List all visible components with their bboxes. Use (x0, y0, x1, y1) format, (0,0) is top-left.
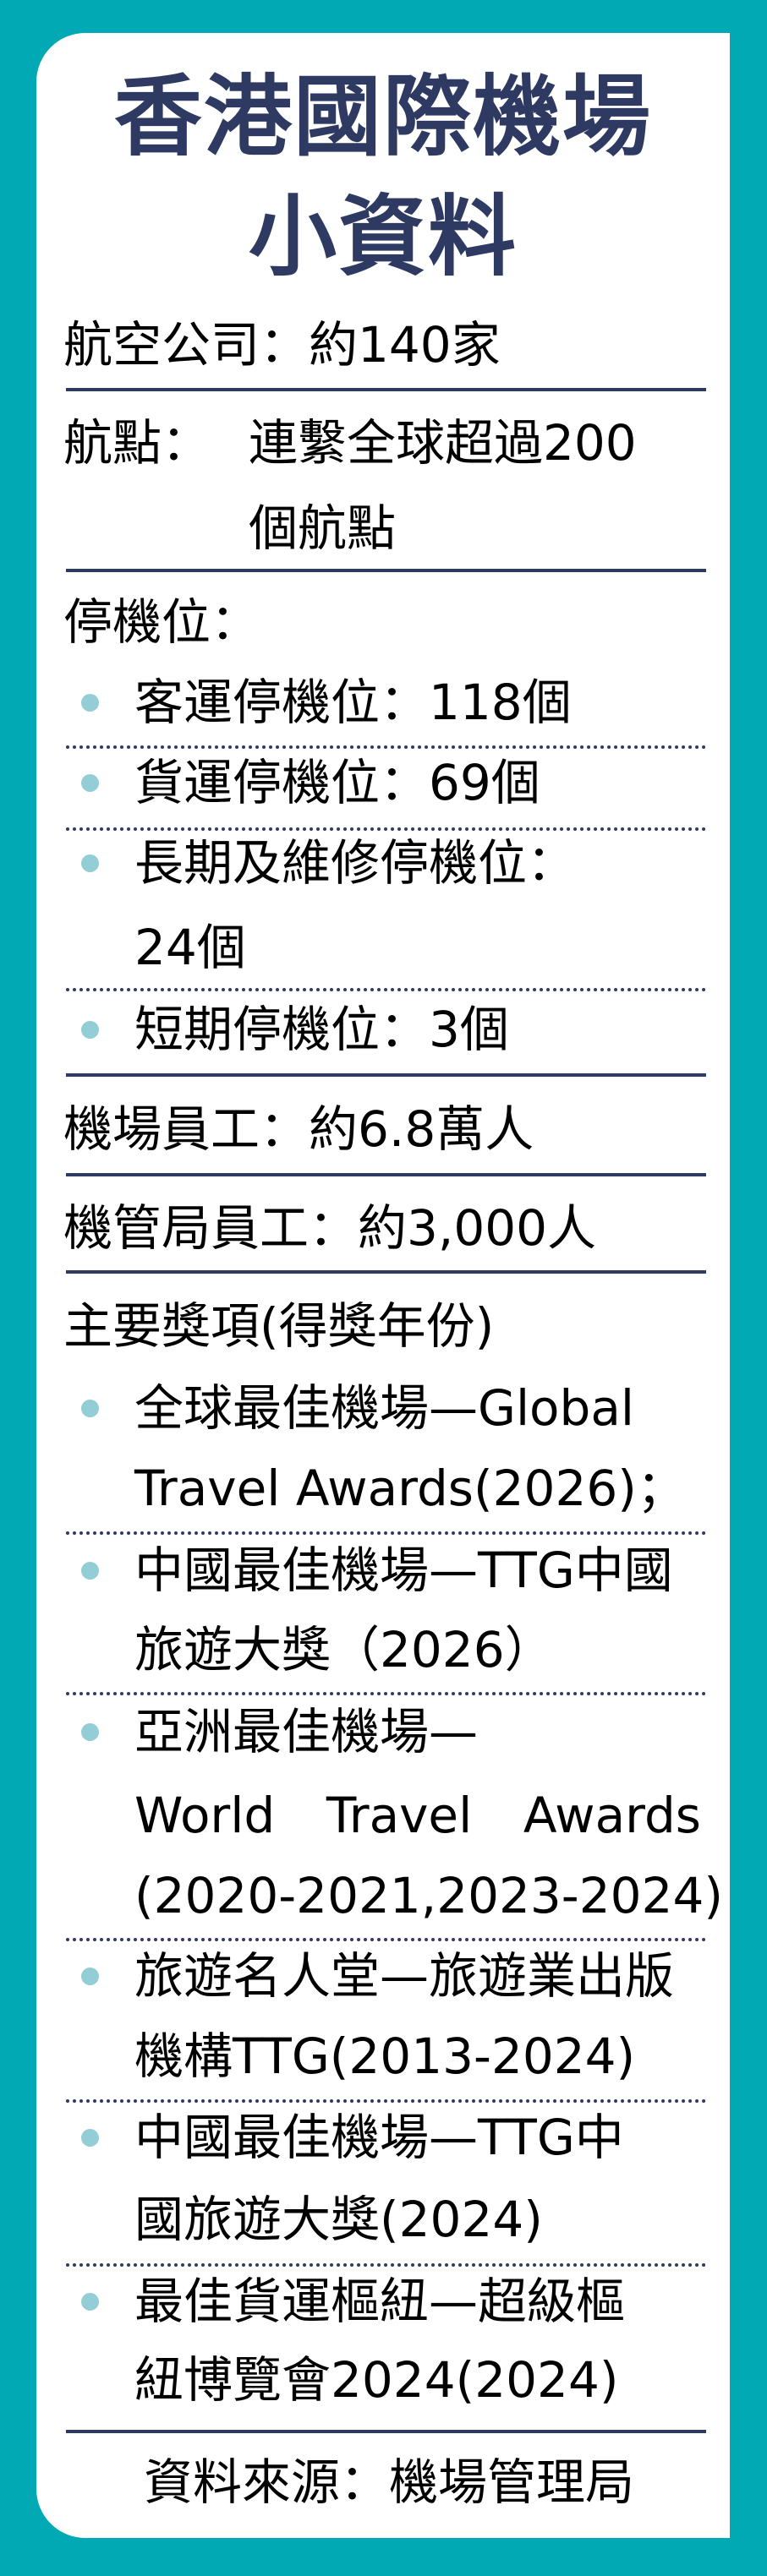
stand-item: 貨運停機位：69個 (134, 754, 540, 811)
bullet-icon (81, 1562, 99, 1580)
airport-staff: 機場員工：約6.8萬人 (63, 1100, 534, 1158)
title-line-1: 香港國際機場 (113, 65, 652, 168)
stand-item-cont: 24個 (134, 919, 246, 976)
dotted-divider (66, 1692, 706, 1695)
award-item-cont: World Travel Awards (134, 1787, 701, 1844)
airlines-count: 航空公司：約140家 (63, 316, 501, 374)
awards-heading: 主要獎項(得獎年份) (63, 1297, 495, 1355)
title-line-2: 小資料 (248, 185, 518, 288)
award-item-cont: 紐博覽會2024(2024) (134, 2351, 619, 2409)
bullet-icon (81, 2293, 99, 2311)
bullet-icon (81, 1967, 99, 1985)
dotted-divider (66, 2099, 706, 2103)
divider (66, 2430, 706, 2433)
source-note: 資料來源：機場管理局 (144, 2453, 635, 2511)
divider (66, 388, 706, 391)
info-card: 香港國際機場 小資料 航空公司：約140家 航點： 連繫全球超過200 個航點 … (36, 33, 730, 2538)
stand-item: 客運停機位：118個 (134, 674, 572, 731)
bullet-icon (81, 694, 99, 712)
dotted-divider (66, 827, 706, 831)
award-item-cont: Travel Awards(2026)； (134, 1460, 686, 1517)
destinations-line-1: 連繫全球超過200 (249, 414, 637, 472)
award-item-cont: 機構TTG(2013-2024) (134, 2028, 636, 2085)
bullet-icon (81, 774, 99, 792)
award-item-cont: 旅遊大獎（2026） (134, 1621, 554, 1678)
divider (66, 1270, 706, 1274)
dotted-divider (66, 2263, 706, 2267)
dotted-divider (66, 1531, 706, 1535)
dotted-divider (66, 1938, 706, 1941)
bullet-icon (81, 1400, 99, 1417)
stand-item: 長期及維修停機位： (134, 834, 577, 892)
divider (66, 1073, 706, 1077)
stand-item: 短期停機位：3個 (134, 1001, 509, 1058)
divider (66, 1173, 706, 1176)
dotted-divider (66, 988, 706, 991)
award-item: 亞洲最佳機場— (134, 1703, 479, 1760)
destinations-line-2: 個航點 (249, 499, 397, 557)
bullet-icon (81, 854, 99, 872)
destinations-label: 航點： (63, 414, 211, 472)
award-item: 中國最佳機場—TTG中國 (134, 1542, 673, 1599)
bullet-icon (81, 1723, 99, 1741)
award-item: 最佳貨運樞紐—超級樞 (134, 2273, 626, 2330)
bullet-icon (81, 1021, 99, 1039)
award-item-cont: 國旅遊大獎(2024) (134, 2191, 543, 2248)
stands-heading: 停機位： (63, 593, 260, 651)
divider (66, 569, 706, 572)
authority-staff: 機管局員工：約3,000人 (63, 1199, 597, 1257)
award-item-cont: (2020-2021,2023-2024) (134, 1867, 723, 1924)
dotted-divider (66, 745, 706, 749)
award-item: 中國最佳機場—TTG中 (134, 2109, 624, 2166)
bullet-icon (81, 2129, 99, 2147)
award-item: 全球最佳機場—Global (134, 1379, 635, 1437)
award-item: 旅遊名人堂—旅遊業出版 (134, 1947, 675, 2005)
